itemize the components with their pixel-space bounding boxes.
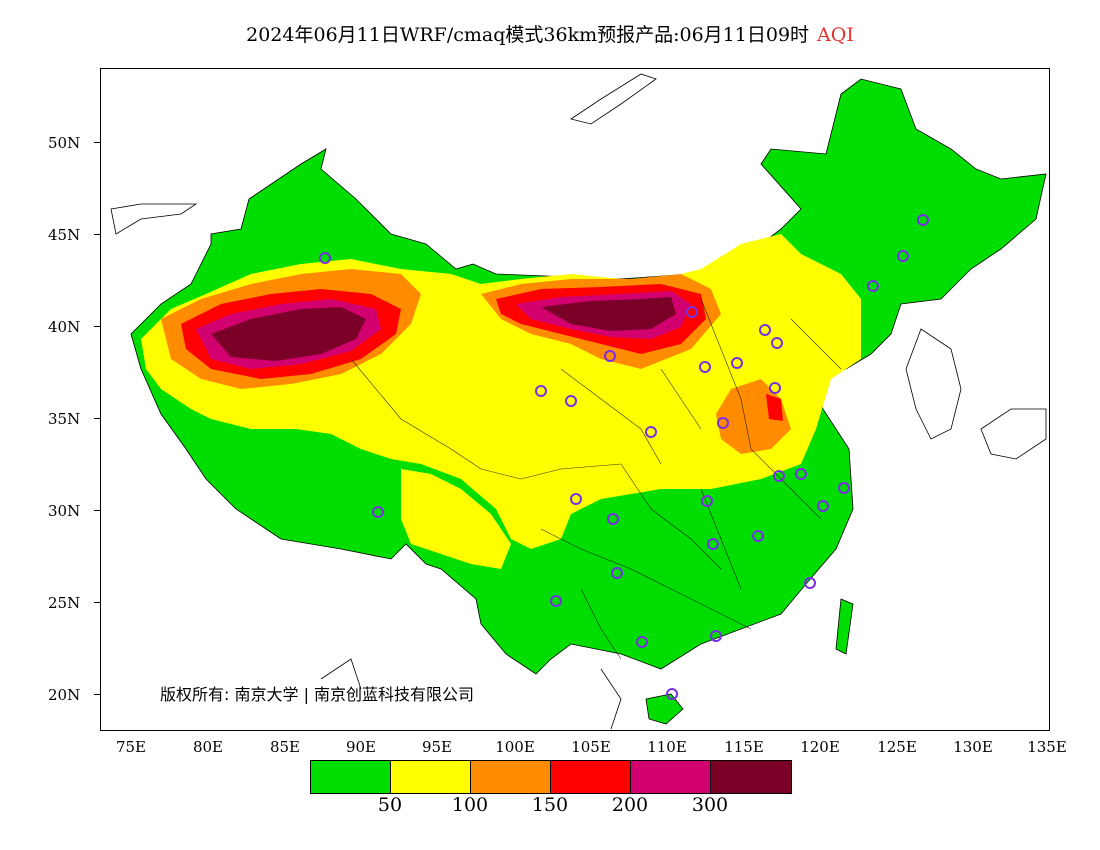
- station-marker: [917, 214, 929, 226]
- x-tick-105e: 105E: [571, 738, 611, 756]
- legend-swatch: [711, 761, 791, 793]
- station-marker: [319, 252, 331, 264]
- station-marker: [570, 493, 582, 505]
- province-borders: [350, 298, 842, 660]
- y-tick-30n: 30N: [48, 502, 100, 520]
- y-tick-45n: 45N: [48, 226, 100, 244]
- station-marker: [710, 630, 722, 642]
- station-marker: [535, 385, 547, 397]
- legend-swatch: [631, 761, 711, 793]
- x-tick-100e: 100E: [495, 738, 535, 756]
- lake-baikal: [570, 73, 657, 125]
- copyright-notice: 版权所有: 南京大学 | 南京创蓝科技有限公司: [160, 685, 475, 704]
- region-yellow-south: [401, 469, 511, 569]
- station-marker: [565, 395, 577, 407]
- station-markers: [319, 214, 929, 700]
- x-tick-125e: 125E: [877, 738, 917, 756]
- station-marker: [759, 324, 771, 336]
- x-tick-110e: 110E: [647, 738, 687, 756]
- legend-label: 50: [377, 794, 403, 816]
- region-red-east: [766, 394, 783, 421]
- x-tick-80e: 80E: [192, 738, 224, 756]
- station-marker: [717, 417, 729, 429]
- station-marker: [795, 468, 807, 480]
- station-marker: [769, 382, 781, 394]
- station-marker: [838, 482, 850, 494]
- station-marker: [707, 538, 719, 550]
- map-graphic: [110, 73, 1047, 730]
- color-legend: [310, 760, 792, 794]
- map-title: 2024年06月11日WRF/cmaq模式36km预报产品:06月11日09时 A…: [0, 20, 1100, 47]
- station-marker: [804, 577, 816, 589]
- coastline-japan: [980, 408, 1047, 460]
- title-variable: AQI: [817, 24, 854, 46]
- aqi-map: [100, 68, 1050, 731]
- coastline-vietnam: [320, 658, 622, 730]
- region-darkred-north: [541, 297, 676, 331]
- y-tick-20n: 20N: [48, 686, 100, 704]
- legend-label: 200: [611, 794, 649, 816]
- station-marker: [611, 567, 623, 579]
- region-hainan: [645, 693, 684, 725]
- station-marker: [731, 357, 743, 369]
- station-marker: [550, 595, 562, 607]
- legend-swatch: [551, 761, 631, 793]
- lake-balkhash: [110, 203, 198, 235]
- x-tick-90e: 90E: [345, 738, 377, 756]
- x-tick-120e: 120E: [800, 738, 840, 756]
- station-marker: [686, 306, 698, 318]
- x-tick-115e: 115E: [724, 738, 764, 756]
- legend-label: 300: [691, 794, 729, 816]
- legend-swatch: [391, 761, 471, 793]
- station-marker: [897, 250, 909, 262]
- title-text: 2024年06月11日WRF/cmaq模式36km预报产品:06月11日09时: [246, 24, 810, 46]
- legend-label: 150: [531, 794, 569, 816]
- station-marker: [666, 688, 678, 700]
- station-marker: [372, 506, 384, 518]
- x-tick-130e: 130E: [953, 738, 993, 756]
- x-tick-85e: 85E: [269, 738, 301, 756]
- station-marker: [604, 350, 616, 362]
- station-marker: [636, 636, 648, 648]
- legend-swatch: [311, 761, 391, 793]
- x-tick-135e: 135E: [1027, 738, 1067, 756]
- legend-label: 100: [451, 794, 489, 816]
- station-marker: [699, 361, 711, 373]
- y-tick-35n: 35N: [48, 410, 100, 428]
- region-taiwan: [835, 598, 854, 655]
- x-tick-75e: 75E: [115, 738, 147, 756]
- station-marker: [701, 495, 713, 507]
- coastline-korea: [905, 328, 962, 440]
- y-tick-40n: 40N: [48, 318, 100, 336]
- y-tick-50n: 50N: [48, 134, 100, 152]
- x-tick-95e: 95E: [421, 738, 453, 756]
- station-marker: [645, 426, 657, 438]
- station-marker: [867, 280, 879, 292]
- station-marker: [752, 530, 764, 542]
- station-marker: [817, 500, 829, 512]
- region-darkred-west: [211, 307, 366, 361]
- station-marker: [771, 337, 783, 349]
- station-marker: [773, 470, 785, 482]
- legend-swatch: [471, 761, 551, 793]
- y-tick-25n: 25N: [48, 594, 100, 612]
- station-marker: [607, 513, 619, 525]
